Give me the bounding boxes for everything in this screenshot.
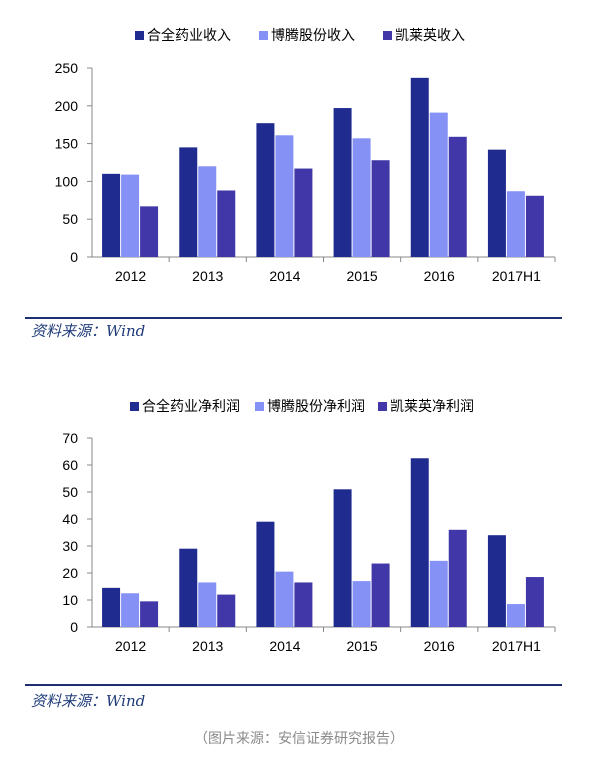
image-caption: （图片来源：安信证券研究报告） [194, 731, 404, 747]
y-tick-label: 70 [62, 430, 78, 446]
source-note-2: 资料来源：Wind [31, 692, 146, 710]
y-tick-label: 200 [55, 98, 79, 114]
x-tick-label: 2015 [347, 268, 378, 284]
bar [256, 123, 275, 257]
x-tick-label: 2013 [192, 638, 223, 654]
y-tick-label: 50 [62, 484, 78, 500]
legend-label: 博腾股份净利润 [267, 398, 365, 415]
bar [352, 138, 371, 257]
divider-1 [25, 317, 562, 319]
legend-swatch [135, 31, 144, 40]
bar [525, 577, 544, 627]
bar [198, 582, 217, 627]
y-tick-label: 100 [55, 173, 79, 189]
y-tick-label: 150 [55, 136, 79, 152]
y-tick-label: 10 [62, 592, 78, 608]
bar [525, 195, 544, 257]
y-tick-label: 60 [62, 457, 78, 473]
bar [294, 168, 313, 257]
bar [429, 560, 448, 627]
y-tick-label: 20 [62, 565, 78, 581]
y-tick-label: 0 [70, 249, 78, 265]
legend-label: 合全药业净利润 [142, 398, 240, 415]
bar [121, 174, 140, 257]
bar [217, 594, 236, 627]
y-tick-label: 30 [62, 538, 78, 554]
bar [506, 191, 525, 257]
x-tick-label: 2015 [347, 638, 378, 654]
bar [102, 587, 121, 627]
bar [506, 604, 525, 627]
bar [487, 149, 506, 257]
x-tick-label: 2012 [115, 268, 146, 284]
bar [352, 581, 371, 627]
legend-label: 凯莱英净利润 [390, 398, 474, 415]
x-tick-label: 2016 [424, 268, 455, 284]
y-tick-label: 250 [55, 60, 79, 76]
y-tick-label: 0 [70, 619, 78, 635]
x-tick-label: 2012 [115, 638, 146, 654]
bar [294, 582, 313, 627]
divider-2 [25, 684, 562, 686]
legend-swatch [378, 402, 387, 411]
bar [256, 521, 275, 627]
bar [179, 548, 198, 627]
bar [102, 173, 121, 257]
bar [410, 458, 429, 627]
bar [121, 593, 140, 627]
x-tick-label: 2014 [269, 638, 300, 654]
x-tick-label: 2014 [269, 268, 300, 284]
revenue-chart: 合全药业收入 博腾股份收入 凯莱英收入 0 50 100 150 200 250 2012 2013… [0, 0, 598, 300]
bar [371, 160, 390, 257]
profit-chart: 合全药业净利润 博腾股份净利润 凯莱英净利润 0 10 20 30 40 50 60 70 2012 2… [0, 385, 598, 675]
bar [333, 108, 352, 258]
legend-label: 合全药业收入 [147, 27, 231, 44]
legend-swatch [130, 402, 139, 411]
bar [179, 147, 198, 257]
profit-chart-svg: 合全药业净利润 博腾股份净利润 凯莱英净利润 0 10 20 30 40 50 60 70 2012 2… [62, 398, 556, 654]
legend-swatch [259, 31, 268, 40]
bar [275, 135, 294, 257]
x-tick-label: 2017H1 [492, 638, 541, 654]
bar [333, 489, 352, 627]
legend-swatch [255, 402, 264, 411]
bar [198, 166, 217, 257]
bar [448, 529, 467, 627]
bar [448, 136, 467, 257]
revenue-chart-svg: 合全药业收入 博腾股份收入 凯莱英收入 0 50 100 150 200 250 2012 2013… [55, 27, 556, 284]
legend-label: 凯莱英收入 [395, 27, 465, 44]
x-tick-label: 2013 [192, 268, 223, 284]
source-note-1: 资料来源：Wind [31, 322, 146, 340]
bar [140, 206, 159, 257]
bar [217, 190, 236, 257]
bar [371, 563, 390, 627]
bar [487, 535, 506, 627]
bar [429, 112, 448, 257]
legend-label: 博腾股份收入 [271, 27, 355, 44]
y-tick-label: 50 [62, 211, 78, 227]
bar [140, 601, 159, 627]
x-tick-label: 2017H1 [492, 268, 541, 284]
x-tick-label: 2016 [424, 638, 455, 654]
legend-swatch [383, 31, 392, 40]
bar [410, 77, 429, 257]
bar [275, 571, 294, 627]
y-tick-label: 40 [62, 511, 78, 527]
